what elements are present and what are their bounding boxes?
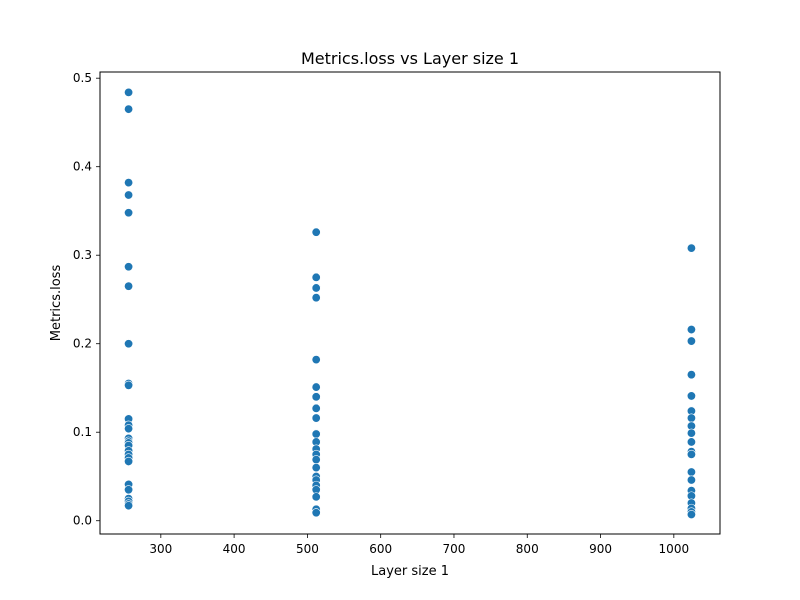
scatter-point xyxy=(686,413,696,423)
scatter-point xyxy=(311,272,321,282)
data-points xyxy=(124,87,696,520)
scatter-point xyxy=(311,508,321,518)
x-tick-label: 400 xyxy=(223,542,246,556)
scatter-point xyxy=(686,325,696,335)
y-tick-label: 0.4 xyxy=(73,160,92,174)
scatter-point xyxy=(311,492,321,502)
scatter-point xyxy=(124,87,134,97)
chart-title: Metrics.loss vs Layer size 1 xyxy=(301,49,519,68)
scatter-point xyxy=(124,208,134,218)
scatter-point xyxy=(311,382,321,392)
scatter-point xyxy=(124,104,134,114)
y-tick-label: 0.2 xyxy=(73,337,92,351)
scatter-point xyxy=(311,355,321,365)
scatter-point xyxy=(311,429,321,439)
plot-frame xyxy=(99,71,721,535)
y-axis-ticks: 0.0 0.1 0.2 0.3 0.4 0.5 xyxy=(73,71,100,528)
scatter-point xyxy=(686,467,696,477)
scatter-point xyxy=(686,475,696,485)
x-axis-ticks: 300 400 500 600 700 800 900 1000 xyxy=(149,534,689,556)
scatter-point xyxy=(686,370,696,380)
y-tick-label: 0.0 xyxy=(73,514,92,528)
scatter-point xyxy=(124,339,134,349)
scatter-point xyxy=(124,424,134,434)
scatter-point xyxy=(124,485,134,495)
scatter-point xyxy=(124,178,134,188)
scatter-point xyxy=(124,262,134,272)
scatter-point xyxy=(311,413,321,423)
y-axis-label: Metrics.loss xyxy=(49,265,64,342)
scatter-point xyxy=(311,463,321,473)
x-tick-label: 900 xyxy=(589,542,612,556)
x-tick-label: 700 xyxy=(443,542,466,556)
y-tick-label: 0.1 xyxy=(73,425,92,439)
scatter-point xyxy=(686,243,696,253)
x-tick-label: 600 xyxy=(369,542,392,556)
scatter-point xyxy=(311,283,321,293)
scatter-point xyxy=(311,227,321,237)
y-tick-label: 0.5 xyxy=(73,71,92,85)
scatter-point xyxy=(686,391,696,401)
scatter-point xyxy=(311,455,321,465)
scatter-point xyxy=(686,449,696,459)
x-tick-label: 300 xyxy=(149,542,172,556)
scatter-point xyxy=(124,380,134,390)
x-tick-label: 500 xyxy=(296,542,319,556)
scatter-point xyxy=(124,456,134,466)
scatter-point xyxy=(124,501,134,511)
x-axis-label: Layer size 1 xyxy=(371,564,449,579)
scatter-point xyxy=(686,437,696,447)
scatter-point xyxy=(124,281,134,291)
scatter-point xyxy=(311,293,321,303)
scatter-point xyxy=(686,336,696,346)
scatter-point xyxy=(124,190,134,200)
x-tick-label: 800 xyxy=(516,542,539,556)
scatter-point xyxy=(686,510,696,520)
scatter-point xyxy=(686,428,696,438)
y-tick-label: 0.3 xyxy=(73,248,92,262)
scatter-point xyxy=(311,392,321,402)
scatter-point xyxy=(311,403,321,413)
x-tick-label: 1000 xyxy=(659,542,690,556)
